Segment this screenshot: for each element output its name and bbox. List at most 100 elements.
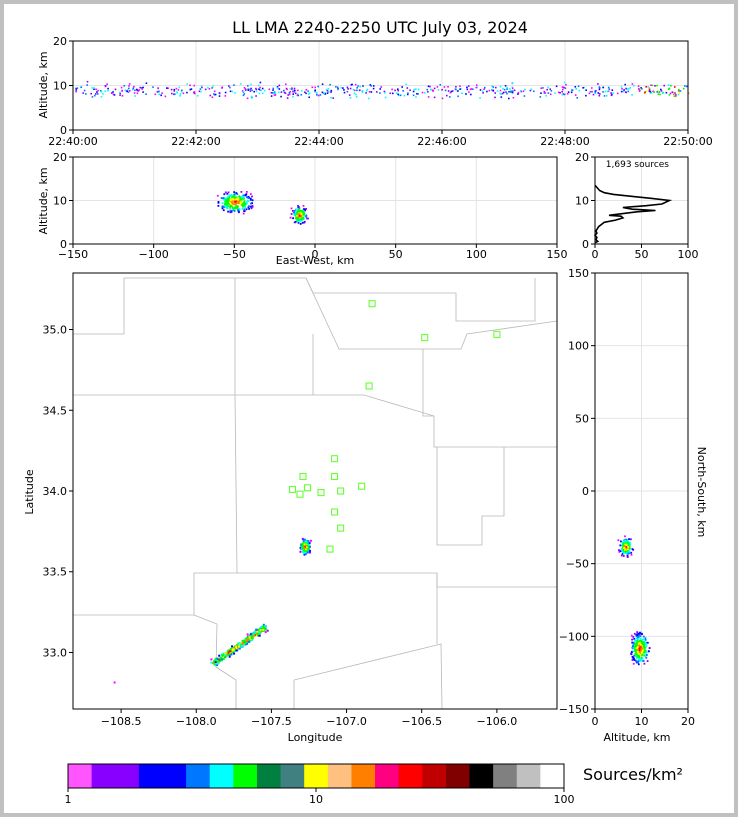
source-point [246,633,249,636]
source-point [255,628,258,631]
source-point [142,91,144,93]
time-tick-label: 22:42:00 [171,135,220,148]
source-point [625,548,628,551]
source-point [231,645,233,648]
county-border-line [73,277,558,350]
source-point [129,90,131,92]
source-point [242,203,244,205]
source-point [246,199,249,202]
county-border-line [234,278,557,448]
source-point [306,548,309,551]
county-border-line [293,643,443,710]
colorbar-swatch [422,764,447,788]
source-point [492,86,495,88]
source-point [494,92,496,94]
source-point [301,221,304,224]
source-point [562,93,565,95]
longitude-tick-label: −106.0 [477,715,518,728]
source-point [644,637,647,640]
source-point [247,635,249,638]
source-point [634,643,637,646]
source-point [123,85,125,87]
ew-tick-label: −150 [58,248,88,261]
source-point [246,191,248,193]
source-point [633,646,636,648]
longitude-tick-label: −108.5 [101,715,142,728]
source-point [239,200,242,203]
source-point [643,654,645,657]
source-point [602,86,605,89]
source-point [405,83,407,86]
ew-tick-label: −50 [223,248,246,261]
source-point [637,651,640,654]
source-point [274,94,277,96]
source-point [246,196,248,199]
source-point [354,83,357,86]
time-altitude-panel: 22:40:00 22:42:00 22:44:00 22:46:00 22:48:00… [48,35,712,148]
source-point [171,92,173,95]
ns-panel-xlabel: Altitude, km [603,731,670,744]
source-point [639,659,641,662]
source-point [635,642,638,645]
source-point [347,88,349,90]
source-point [289,216,292,219]
ew-tick-label: 100 [466,248,487,261]
source-point [620,86,623,88]
map-axes [72,272,558,710]
source-point [287,94,289,96]
source-point [401,86,403,88]
source-point [223,654,226,656]
source-point [242,94,245,97]
source-point [314,90,316,93]
source-point [134,95,136,97]
source-point [626,554,629,557]
source-point [276,86,279,88]
source-point [261,87,264,90]
source-point [137,90,140,92]
ew-tick-label: 0 [312,248,319,261]
source-point [236,202,238,205]
source-point [594,90,597,92]
source-point [606,90,609,93]
source-point [157,87,159,90]
source-point [644,643,647,646]
source-point [639,88,641,90]
source-point [646,654,648,656]
source-point [426,88,429,91]
source-point [638,656,640,659]
source-point [368,97,370,100]
source-point [500,96,503,98]
source-point [511,86,514,89]
source-point [254,631,257,634]
source-point [179,95,181,97]
plan-view-map-panel: −108.5 −108.0 −107.5 −107.0 −106.5 −106.0 33.0… [43,272,558,728]
source-point [173,88,176,91]
source-point [257,634,260,637]
source-point [499,89,502,92]
source-point [255,95,257,97]
source-point [250,637,253,639]
source-point [656,89,659,91]
source-point [591,90,593,93]
source-point [636,646,639,649]
source-histogram-panel: 0 50 100 0 10 20 [575,151,699,261]
source-point [237,643,240,646]
source-point [243,200,246,203]
source-point [648,87,651,90]
source-point [142,86,144,89]
colorbar-swatch [91,764,116,788]
source-point [317,85,319,88]
source-point [315,92,318,94]
source-point [221,207,224,210]
source-point [243,93,246,95]
source-point [128,85,130,87]
source-point [301,216,303,219]
ns-panel-ylabel: North-South, km [695,447,708,538]
source-point [259,81,262,84]
source-point [633,647,636,650]
source-point [141,88,143,90]
source-point [319,94,322,96]
source-point [482,90,484,93]
source-point [380,86,383,88]
source-point [95,88,97,91]
